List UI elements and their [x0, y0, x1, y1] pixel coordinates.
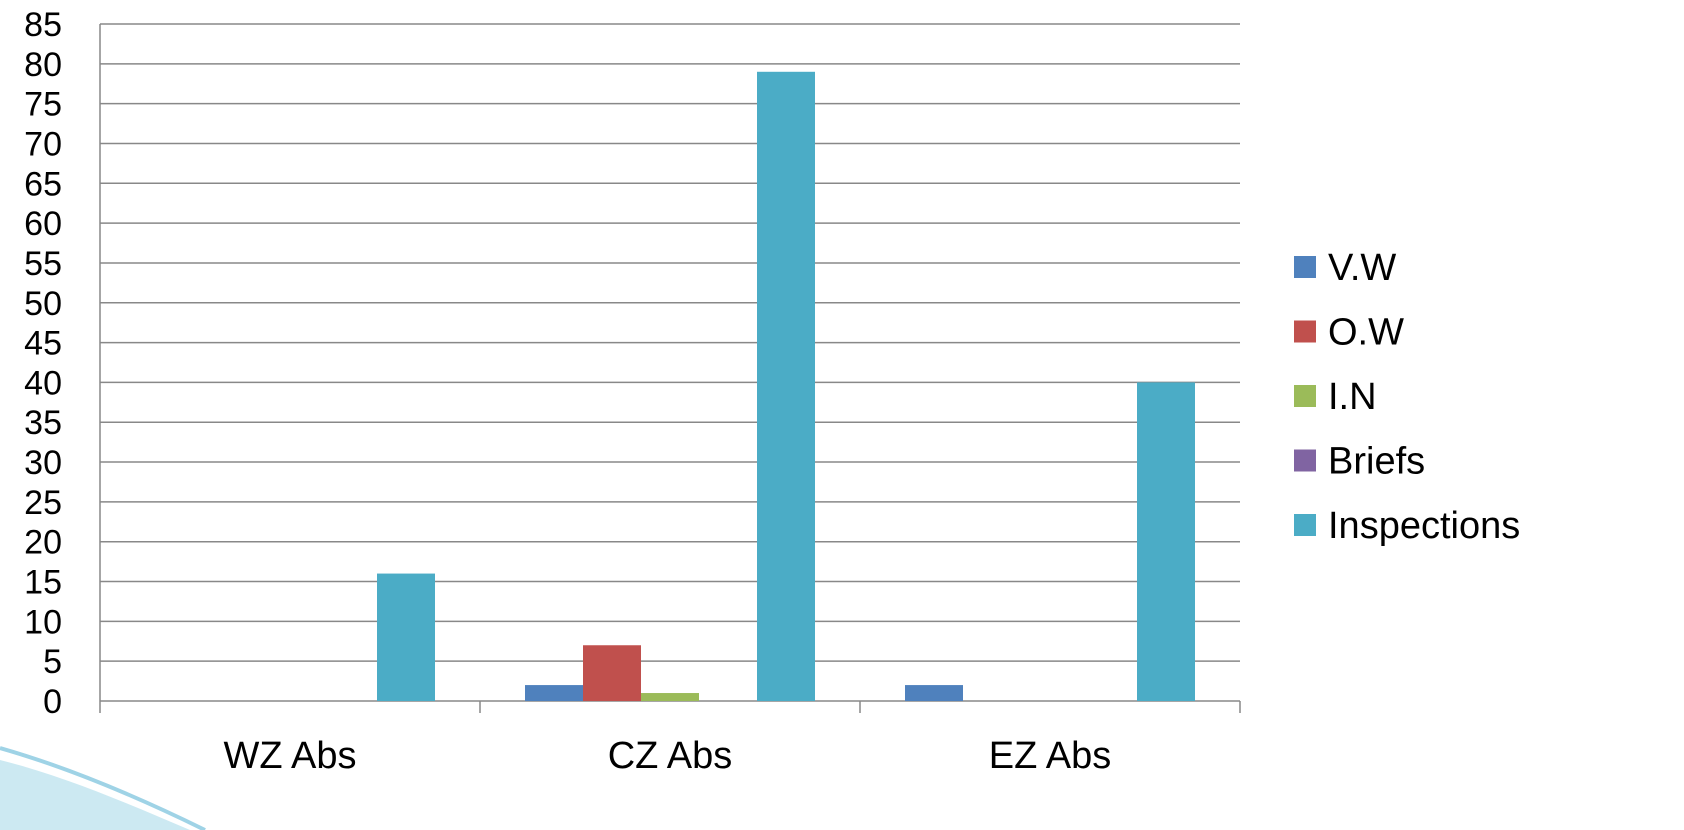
- y-tick-label: 0: [43, 683, 62, 721]
- axes: [99, 24, 1241, 713]
- y-tick-label: 15: [24, 564, 62, 602]
- y-tick-label: 75: [24, 86, 62, 124]
- y-tick-label: 55: [24, 245, 62, 283]
- legend-swatch: [1294, 256, 1316, 278]
- bar-v-w-2: [905, 685, 963, 701]
- gridlines: [100, 23, 1240, 662]
- x-category-label: EZ Abs: [989, 735, 1112, 777]
- y-tick-label: 70: [24, 125, 62, 163]
- decorative-swoosh-edge: [0, 746, 206, 830]
- bar-o-w-1: [583, 645, 641, 701]
- y-tick-label: 50: [24, 285, 62, 323]
- y-tick-label: 80: [24, 46, 62, 84]
- bar-i-n-1: [641, 693, 699, 701]
- y-tick-label: 5: [43, 643, 62, 681]
- legend-label: Inspections: [1328, 505, 1520, 547]
- x-category-label: CZ Abs: [608, 735, 733, 777]
- legend: V.W O.W I.N Briefs Inspections: [1294, 247, 1520, 547]
- y-tick-label: 35: [24, 404, 62, 442]
- y-tick-label: 40: [24, 364, 62, 402]
- bar-inspections-1: [757, 71, 815, 702]
- y-tick-label: 45: [24, 325, 62, 363]
- decorative-swoosh: [0, 760, 190, 830]
- legend-label: V.W: [1328, 247, 1396, 289]
- bar-inspections-2: [1137, 382, 1195, 701]
- y-tick-label: 25: [24, 484, 62, 522]
- legend-swatch: [1294, 320, 1316, 343]
- x-axis-categories: WZ Abs CZ Abs EZ Abs: [223, 735, 1111, 777]
- bars: [377, 71, 1195, 702]
- legend-swatch: [1294, 514, 1316, 536]
- x-category-label: WZ Abs: [223, 735, 356, 777]
- y-tick-label: 20: [24, 524, 62, 562]
- legend-swatch: [1294, 385, 1316, 407]
- y-tick-label: 30: [24, 444, 62, 482]
- bar-inspections-0: [377, 573, 435, 701]
- y-tick-label: 60: [24, 205, 62, 243]
- legend-label: O.W: [1328, 312, 1404, 354]
- legend-swatch: [1294, 449, 1316, 472]
- y-tick-label: 65: [24, 165, 62, 203]
- y-tick-label: 85: [24, 6, 62, 44]
- bar-v-w-1: [525, 685, 583, 701]
- legend-label: Briefs: [1328, 441, 1425, 483]
- legend-label: I.N: [1328, 376, 1377, 418]
- y-tick-label: 10: [24, 603, 62, 641]
